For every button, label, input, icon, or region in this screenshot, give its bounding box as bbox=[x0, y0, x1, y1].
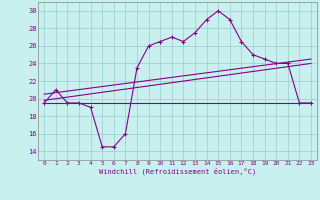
X-axis label: Windchill (Refroidissement éolien,°C): Windchill (Refroidissement éolien,°C) bbox=[99, 168, 256, 175]
